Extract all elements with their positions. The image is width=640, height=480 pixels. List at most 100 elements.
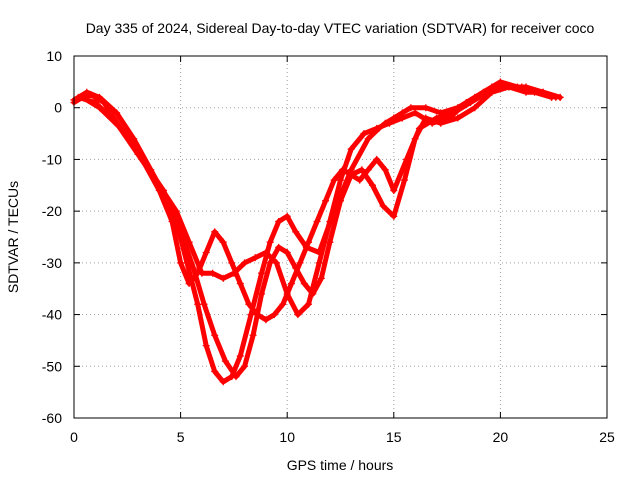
data-point-marker (330, 176, 338, 184)
data-point-marker (339, 166, 347, 174)
data-point-marker (386, 119, 394, 127)
data-point-marker (518, 83, 526, 91)
data-point-marker (251, 254, 259, 262)
data-point-marker (194, 269, 202, 277)
data-point-marker (202, 249, 210, 257)
x-axis-label: GPS time / hours (287, 457, 394, 473)
data-point-marker (535, 88, 543, 96)
data-point-marker (232, 373, 240, 381)
y-tick-label: -60 (42, 410, 62, 426)
data-point-marker (83, 88, 91, 96)
data-point-marker (398, 114, 406, 122)
data-point-marker (253, 311, 261, 319)
data-point-marker (211, 367, 219, 375)
x-tick-label: 0 (70, 429, 78, 445)
data-point-marker (273, 259, 281, 267)
data-point-marker (381, 166, 389, 174)
data-point-marker (262, 316, 270, 324)
data-point-marker (317, 274, 325, 282)
y-tick-label: 0 (54, 100, 62, 116)
data-point-marker (296, 259, 304, 267)
data-point-marker (211, 228, 219, 236)
x-tick-label: 5 (177, 429, 185, 445)
data-point-marker (130, 135, 138, 143)
data-point-marker (96, 93, 104, 101)
data-point-marker (454, 114, 462, 122)
data-point-marker (249, 331, 257, 339)
data-point-marker (360, 130, 368, 138)
plot-frame (73, 55, 608, 419)
data-point-marker (347, 145, 355, 153)
data-point-marker (407, 104, 415, 112)
data-point-marker (275, 217, 283, 225)
data-point-marker (300, 280, 308, 288)
data-point-marker (177, 259, 185, 267)
data-point-marker (228, 259, 236, 267)
data-point-marker (432, 114, 440, 122)
data-point-marker (236, 352, 244, 360)
data-point-marker (200, 300, 208, 308)
y-axis-label: SDTVAR / TECUs (5, 181, 21, 293)
data-point-marker (266, 238, 274, 246)
data-point-marker (194, 300, 202, 308)
data-point-marker (279, 300, 287, 308)
data-point-marker (449, 109, 457, 117)
data-point-marker (315, 259, 323, 267)
data-point-marker (337, 197, 344, 205)
data-point-marker (373, 155, 381, 163)
data-point-marker (467, 99, 475, 107)
data-point-marker (247, 311, 255, 319)
y-tick-label: -20 (42, 203, 62, 219)
data-point-marker (364, 135, 372, 143)
data-point-marker (283, 249, 291, 257)
data-point-marker (245, 300, 253, 308)
data-point-marker (275, 243, 283, 251)
chart-title: Day 335 of 2024, Sidereal Day-to-day VTE… (86, 20, 595, 36)
data-point-marker (96, 104, 104, 112)
data-point-marker (368, 181, 376, 189)
data-point-marker (326, 217, 334, 225)
data-point-marker (266, 259, 274, 267)
data-point-marker (172, 207, 180, 215)
data-point-marker (305, 238, 313, 246)
data-point-marker (484, 88, 492, 96)
data-point-marker (390, 212, 398, 220)
data-point-marker (202, 342, 210, 350)
data-point-marker (347, 171, 355, 179)
x-tick-label: 10 (279, 429, 295, 445)
data-point-marker (270, 311, 278, 319)
data-point-marker (287, 280, 295, 288)
y-tick-label: -10 (42, 151, 62, 167)
data-point-marker (262, 249, 270, 257)
data-point-marker (189, 264, 197, 272)
series-trace (80, 84, 559, 323)
data-point-marker (113, 109, 121, 117)
data-point-marker (552, 93, 560, 101)
data-point-marker (155, 186, 163, 194)
data-point-marker (501, 83, 509, 91)
grid-layer (74, 56, 607, 418)
x-tick-label: 25 (599, 429, 615, 445)
y-tick-label: -50 (42, 358, 62, 374)
data-point-marker (138, 155, 146, 163)
data-point-marker (337, 176, 344, 184)
data-point-marker (241, 362, 249, 370)
x-tick-label: 15 (386, 429, 402, 445)
data-point-marker (117, 124, 125, 132)
y-tick-label: -30 (42, 255, 62, 271)
data-point-marker (168, 217, 176, 225)
data-point-marker (219, 378, 227, 386)
data-point-marker (185, 280, 193, 288)
data-point-marker (379, 202, 387, 210)
data-point-marker (358, 166, 366, 174)
data-point-marker (326, 238, 334, 246)
data-point-marker (294, 311, 302, 319)
data-point-marker (364, 166, 372, 174)
data-point-marker (390, 186, 398, 194)
data-point-marker (258, 290, 266, 298)
data-point-marker (236, 280, 244, 288)
data-point-marker (185, 238, 193, 246)
x-tick-label: 20 (493, 429, 509, 445)
data-point-marker (221, 357, 229, 365)
